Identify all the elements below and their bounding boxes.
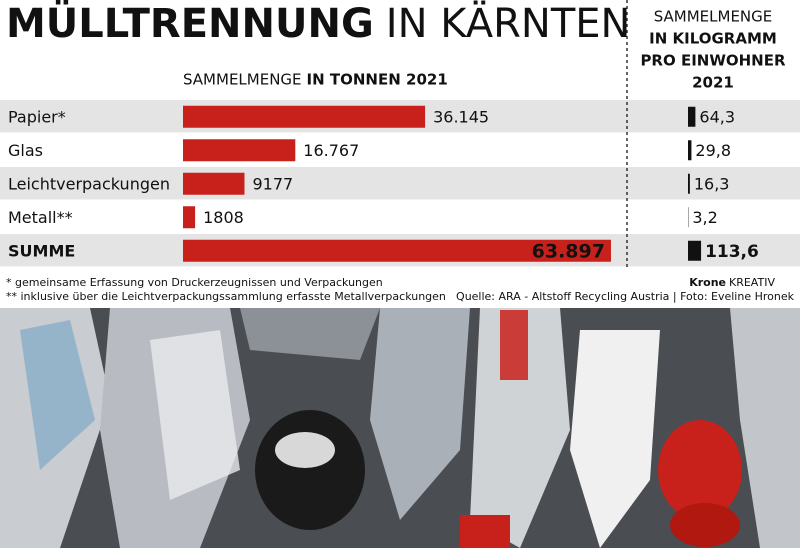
bar	[183, 239, 611, 262]
value-label: 63.897	[532, 240, 605, 262]
title-bold: MÜLLTRENNUNG	[6, 0, 374, 47]
photo	[0, 308, 800, 548]
bar	[688, 173, 690, 194]
bar	[183, 206, 196, 229]
bar	[183, 105, 426, 128]
value-label: 64,3	[699, 107, 735, 126]
bar	[183, 139, 296, 162]
right-header: SAMMELMENGE	[654, 8, 773, 26]
footnote: * gemeinsame Erfassung von Druckerzeugni…	[6, 276, 383, 289]
bar	[688, 240, 702, 261]
value-label: 1808	[203, 208, 244, 227]
subtitle: SAMMELMENGE	[183, 71, 302, 89]
right-header: 2021	[692, 74, 734, 92]
category-label: SUMME	[8, 241, 75, 260]
value-label: 113,6	[705, 242, 759, 262]
credit: KREATIV	[729, 276, 775, 289]
category-label: Glas	[8, 141, 43, 160]
category-label: Leichtverpackungen	[8, 174, 170, 193]
value-label: 9177	[252, 174, 293, 193]
value-label: 36.145	[433, 107, 489, 126]
credit-brand: Krone	[689, 276, 726, 289]
value-label: 3,2	[692, 208, 717, 227]
title-light: IN KÄRNTEN	[386, 0, 631, 47]
bar	[183, 172, 245, 195]
row-band	[0, 167, 800, 200]
bar	[688, 106, 696, 127]
category-label: Papier*	[8, 107, 66, 126]
source: Quelle: ARA - Altstoff Recycling Austria…	[456, 290, 795, 303]
value-label: 29,8	[695, 141, 731, 160]
footnote: ** inklusive über die Leichtverpackungss…	[6, 290, 446, 303]
value-label: 16.767	[303, 141, 359, 160]
right-header: PRO EINWOHNER	[640, 52, 786, 70]
bar	[688, 140, 692, 161]
subtitle-bold: IN TONNEN 2021	[307, 71, 448, 89]
value-label: 16,3	[694, 174, 730, 193]
category-label: Metall**	[8, 208, 73, 227]
right-header: IN KILOGRAMM	[649, 30, 777, 48]
